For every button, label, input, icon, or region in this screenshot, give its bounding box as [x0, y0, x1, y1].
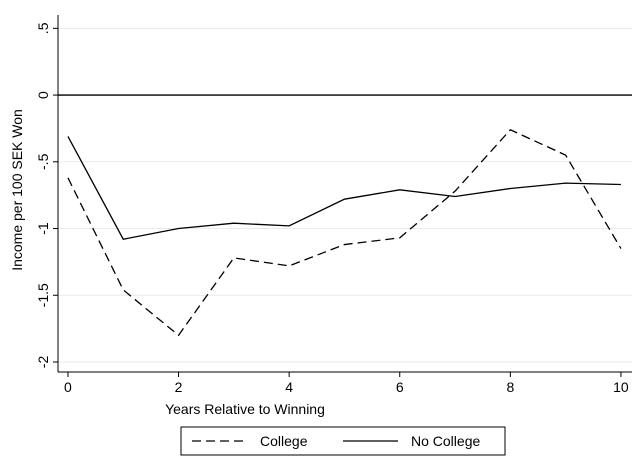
series-line [67, 136, 621, 240]
x-tick-label: 10 [613, 379, 629, 395]
x-tick-label: 4 [285, 379, 293, 395]
legend-label: No College [411, 433, 480, 449]
y-axis-label: Income per 100 SEK Won [9, 109, 25, 271]
x-tick-label: 6 [396, 379, 404, 395]
legend-label: College [260, 433, 308, 449]
x-tick-label: 2 [175, 379, 183, 395]
x-tick-label: 0 [64, 379, 72, 395]
y-tick-label: -2 [35, 356, 51, 369]
y-tick-label: .5 [35, 22, 51, 34]
y-tick-label: -1 [35, 222, 51, 235]
y-tick-label: -1.5 [35, 283, 51, 307]
x-axis-label: Years Relative to Winning [165, 401, 325, 417]
y-tick-label: 0 [35, 91, 51, 99]
y-tick-label: -.5 [35, 153, 51, 170]
x-tick-label: 8 [506, 379, 514, 395]
series-line [67, 128, 622, 337]
